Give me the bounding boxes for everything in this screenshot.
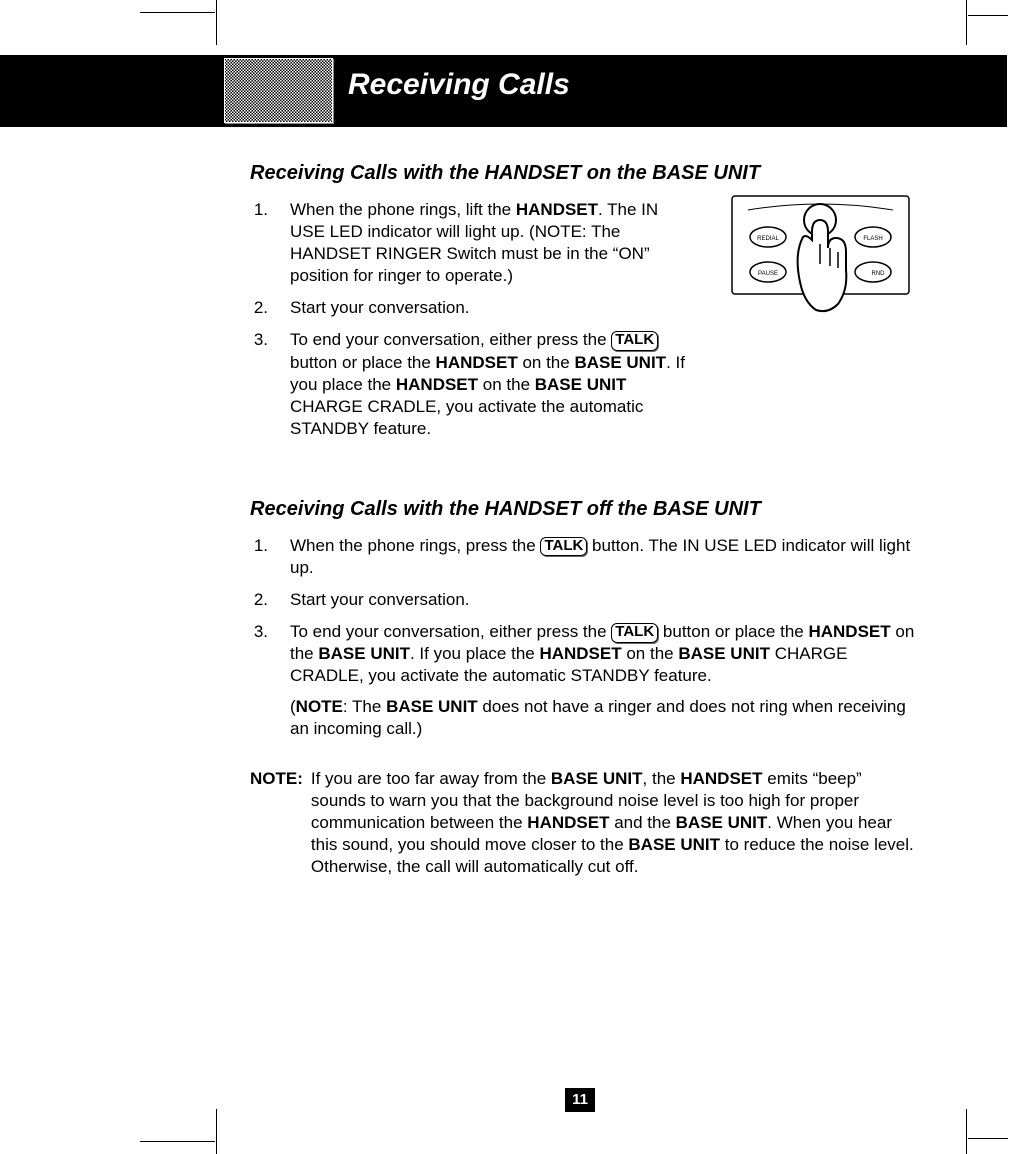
crop-mark: [140, 12, 215, 13]
bold-text: HANDSET: [436, 353, 518, 372]
crop-mark: [966, 0, 967, 45]
section-off-base: Receiving Calls with the HANDSET off the…: [250, 498, 920, 740]
list-item: 3.To end your conversation, either press…: [250, 621, 920, 739]
list-body: When the phone rings, lift the HANDSET. …: [290, 199, 690, 287]
list-item: 1. When the phone rings, press the TALK b…: [250, 535, 920, 579]
bold-text: BASE UNIT: [535, 375, 627, 394]
list-body: Start your conversation.: [290, 589, 920, 611]
list-number: 2.: [250, 297, 268, 319]
section-on-base: Receiving Calls with the HANDSET on the …: [250, 162, 920, 440]
bold-text: BASE UNIT: [628, 835, 720, 854]
main-content: Receiving Calls with the HANDSET on the …: [250, 162, 920, 878]
bold-text: BASE UNIT: [676, 813, 768, 832]
bold-text: BASE UNIT: [574, 353, 666, 372]
page-title: Receiving Calls: [348, 68, 570, 102]
list-body: Start your conversation.: [290, 297, 690, 319]
crop-mark: [968, 1138, 1008, 1139]
list-item: 1.When the phone rings, lift the HANDSET…: [250, 199, 920, 287]
list-number: 2.: [250, 589, 268, 611]
crop-mark: [966, 1109, 967, 1154]
list-extra: (NOTE: The BASE UNIT does not have a rin…: [290, 696, 920, 740]
page-number: 11: [565, 1088, 595, 1112]
bold-text: HANDSET: [516, 200, 598, 219]
list-item: 3.To end your conversation, either press…: [250, 329, 920, 439]
bold-text: BASE UNIT: [551, 769, 643, 788]
list-body: To end your conversation, either press t…: [290, 621, 920, 739]
crop-mark: [216, 0, 217, 45]
note-block: NOTE: If you are too far away from the B…: [250, 768, 920, 878]
section-heading: Receiving Calls with the HANDSET off the…: [250, 498, 920, 521]
bold-text: BASE UNIT: [678, 644, 770, 663]
talk-button-icon: TALK: [611, 331, 658, 351]
banner-texture-icon: [224, 58, 333, 123]
talk-button-icon: TALK: [611, 623, 658, 643]
list-body: To end your conversation, either press t…: [290, 329, 690, 439]
list-number: 1.: [250, 535, 268, 579]
list-item: 2. Start your conversation.: [250, 589, 920, 611]
bold-text: HANDSET: [808, 622, 890, 641]
list-number: 1.: [250, 199, 268, 287]
bold-text: HANDSET: [539, 644, 621, 663]
crop-mark: [140, 1141, 215, 1142]
list-number: 3.: [250, 329, 268, 439]
list-number: 3.: [250, 621, 268, 739]
talk-button-icon: TALK: [540, 537, 587, 557]
note-body: If you are too far away from the BASE UN…: [311, 768, 920, 878]
list-item: 2. Start your conversation.: [250, 297, 920, 319]
bold-text: NOTE: [296, 697, 343, 716]
bold-text: BASE UNIT: [318, 644, 410, 663]
bold-text: HANDSET: [396, 375, 478, 394]
crop-mark: [968, 15, 1008, 16]
bold-text: HANDSET: [527, 813, 609, 832]
bold-text: HANDSET: [680, 769, 762, 788]
crop-mark: [216, 1109, 217, 1154]
note-label: NOTE:: [250, 768, 303, 878]
list-body: When the phone rings, press the TALK but…: [290, 535, 920, 579]
section-heading: Receiving Calls with the HANDSET on the …: [250, 162, 920, 185]
bold-text: BASE UNIT: [386, 697, 478, 716]
